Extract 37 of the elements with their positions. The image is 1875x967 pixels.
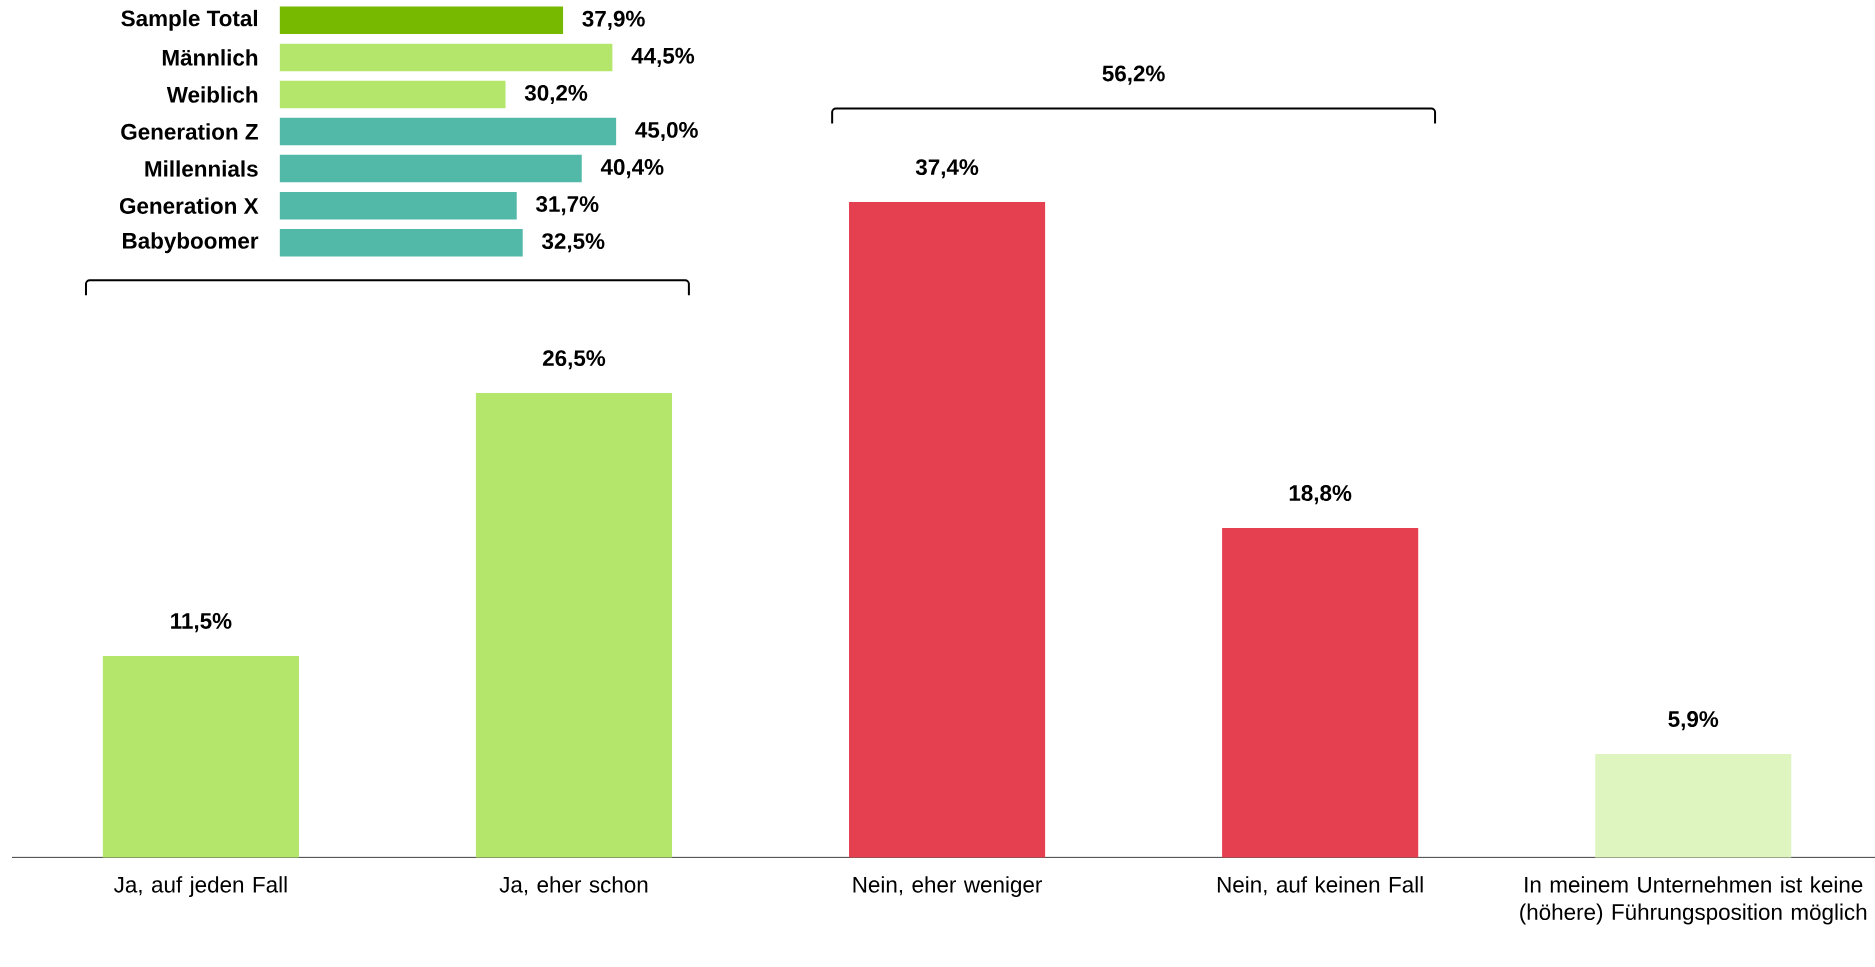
bar bbox=[279, 43, 613, 71]
data-label: 32,5% bbox=[541, 232, 605, 253]
data-label: 31,7% bbox=[536, 195, 599, 216]
bar bbox=[279, 191, 517, 220]
bar bbox=[1222, 527, 1419, 858]
bar bbox=[279, 80, 506, 109]
bar bbox=[475, 392, 673, 858]
y-tick-label: Babyboomer bbox=[123, 232, 259, 253]
x-tick-label: Nein, auf keinen Fall bbox=[1217, 875, 1423, 896]
data-label: 44,5% bbox=[631, 47, 695, 67]
data-label: 40,4% bbox=[600, 158, 664, 178]
y-tick-label: Sample Total bbox=[121, 9, 257, 31]
bar bbox=[102, 655, 299, 858]
y-tick-label: Millennials bbox=[145, 160, 258, 177]
text: 56,2% bbox=[1102, 65, 1165, 85]
y-tick-label: Männlich bbox=[162, 48, 258, 66]
data-label: 37,4% bbox=[915, 159, 979, 179]
bar bbox=[279, 117, 617, 146]
bar bbox=[849, 201, 1046, 858]
x-tick-label: In meinem Unternehmen ist keine (höhere) Führungsposition möglich bbox=[1520, 875, 1867, 925]
bar bbox=[279, 6, 564, 34]
data-label: 18,8% bbox=[1289, 484, 1352, 505]
bar bbox=[1595, 753, 1792, 858]
data-label: 30,2% bbox=[524, 84, 588, 104]
y-tick-label: Generation X bbox=[119, 197, 259, 214]
y-tick-label: Weiblich bbox=[166, 86, 258, 103]
data-label: 11,5% bbox=[171, 612, 232, 632]
bar bbox=[279, 154, 582, 183]
data-label: 5,9% bbox=[1668, 710, 1719, 731]
bar bbox=[279, 228, 523, 257]
data-label: 37,9% bbox=[582, 10, 645, 30]
x-tick-label: Ja, auf jeden Fall bbox=[114, 875, 287, 897]
x-tick-label: Nein, eher weniger bbox=[853, 875, 1042, 897]
data-label: 45,0% bbox=[635, 121, 698, 141]
x-tick-label: Ja, eher schon bbox=[499, 875, 648, 896]
data-label: 26,5% bbox=[542, 349, 606, 370]
y-tick-label: Generation Z bbox=[121, 123, 258, 140]
